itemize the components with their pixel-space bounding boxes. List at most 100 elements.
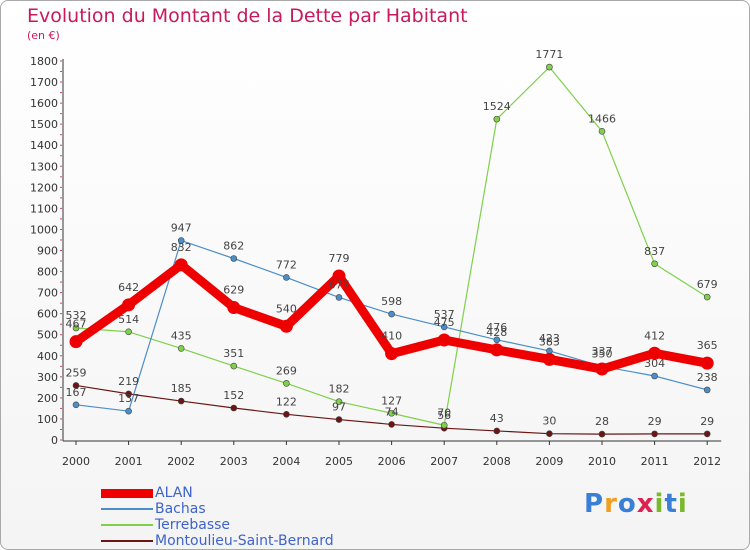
series-point <box>230 404 238 412</box>
x-tick-label: 2001 <box>115 455 143 468</box>
data-label: 435 <box>171 329 192 342</box>
series-point <box>125 407 132 415</box>
series-point <box>72 324 80 332</box>
legend: ALAN Bachas Terrebasse Montoulieu-Saint-Ber… <box>101 485 334 549</box>
series-point <box>177 397 185 405</box>
x-tick-label: 2006 <box>378 455 406 468</box>
data-label: 152 <box>223 389 244 402</box>
series-point <box>651 260 658 268</box>
y-tick-label: 1000 <box>30 223 58 236</box>
series-point <box>598 128 606 135</box>
y-tick-label: 1400 <box>30 139 58 152</box>
data-label: 167 <box>66 386 87 399</box>
data-label: 269 <box>276 364 297 377</box>
series-point <box>332 269 346 283</box>
x-tick-label: 2007 <box>430 455 458 468</box>
series-point <box>230 362 238 370</box>
y-tick-label: 1200 <box>30 181 58 194</box>
data-label: 238 <box>697 371 718 384</box>
series-point <box>72 382 80 389</box>
series-point <box>546 63 553 71</box>
data-label: 642 <box>118 281 139 294</box>
y-tick-label: 700 <box>37 287 58 300</box>
series-point <box>651 372 658 380</box>
x-tick-label: 2002 <box>167 455 195 468</box>
data-label: 70 <box>437 406 451 419</box>
series-point <box>283 411 290 418</box>
x-tick-label: 2003 <box>220 455 248 468</box>
series-point <box>385 347 399 361</box>
legend-item: Montoulieu-Saint-Bernard <box>101 533 334 549</box>
data-label: 28 <box>595 415 609 428</box>
data-label: 219 <box>118 375 139 388</box>
brand-logo: Proxiti <box>584 489 688 519</box>
brand-letter: i <box>677 489 688 519</box>
data-label: 410 <box>381 330 402 343</box>
legend-swatch <box>101 524 153 526</box>
data-label: 428 <box>486 326 507 339</box>
data-label: 29 <box>648 415 662 428</box>
y-tick-label: 1100 <box>30 202 58 215</box>
data-label: 383 <box>539 335 560 348</box>
series-point <box>703 386 711 394</box>
data-label: 475 <box>434 316 455 329</box>
series-point <box>125 390 132 398</box>
chart-unit: (en €) <box>27 29 60 42</box>
brand-letter: r <box>604 489 618 519</box>
x-tick-label: 2004 <box>272 455 300 468</box>
legend-swatch <box>101 540 153 542</box>
data-label: 259 <box>66 366 87 379</box>
x-tick-label: 2011 <box>641 455 669 468</box>
data-label: 772 <box>276 258 297 271</box>
legend-label: Montoulieu-Saint-Bernard <box>155 533 334 549</box>
series-point <box>493 115 501 123</box>
series-point <box>335 416 343 423</box>
series-point <box>651 430 658 438</box>
series-point <box>490 343 504 357</box>
y-tick-label: 200 <box>37 392 58 405</box>
y-tick-label: 100 <box>37 413 58 426</box>
chart-title: Evolution du Montant de la Dette par Hab… <box>27 5 468 27</box>
y-tick-label: 1500 <box>30 118 58 131</box>
data-label: 337 <box>592 345 613 358</box>
y-tick-label: 400 <box>37 350 58 363</box>
data-label: 182 <box>329 383 350 396</box>
data-label: 598 <box>381 295 402 308</box>
x-tick-label: 2010 <box>588 455 616 468</box>
x-tick-label: 2005 <box>325 455 353 468</box>
y-tick-label: 500 <box>37 329 58 342</box>
series-point <box>388 310 395 318</box>
data-label: 837 <box>644 245 665 258</box>
series-point <box>230 255 238 262</box>
y-tick-label: 1700 <box>30 76 58 89</box>
data-label: 43 <box>490 412 504 425</box>
brand-letter: i <box>654 489 665 519</box>
legend-item: Terrebasse <box>101 517 334 533</box>
data-label: 679 <box>697 278 718 291</box>
x-tick-label: 2008 <box>483 455 511 468</box>
series-point <box>493 427 501 435</box>
series-point <box>542 352 556 366</box>
series-point <box>440 421 448 429</box>
data-label: 537 <box>434 308 455 321</box>
data-label: 862 <box>223 240 244 253</box>
series-point <box>703 430 711 438</box>
data-label: 365 <box>697 339 718 352</box>
data-label: 304 <box>644 357 665 370</box>
data-label: 74 <box>385 405 399 418</box>
series-point <box>598 430 606 438</box>
data-labels: 259 219 185 152 122 97 74 56 43 30 28 29 29 532 514 435… <box>66 48 718 428</box>
series-point <box>700 356 714 370</box>
series-lines <box>69 63 714 438</box>
brand-letter: P <box>584 489 605 519</box>
legend-item: ALAN <box>101 485 334 501</box>
data-label: 540 <box>276 302 297 315</box>
data-label: 947 <box>171 222 192 235</box>
data-label: 629 <box>223 284 244 297</box>
data-label: 350 <box>592 347 613 360</box>
data-label: 677 <box>329 278 350 291</box>
series-point <box>546 430 553 437</box>
series-point <box>648 346 662 360</box>
series-point <box>440 323 448 331</box>
